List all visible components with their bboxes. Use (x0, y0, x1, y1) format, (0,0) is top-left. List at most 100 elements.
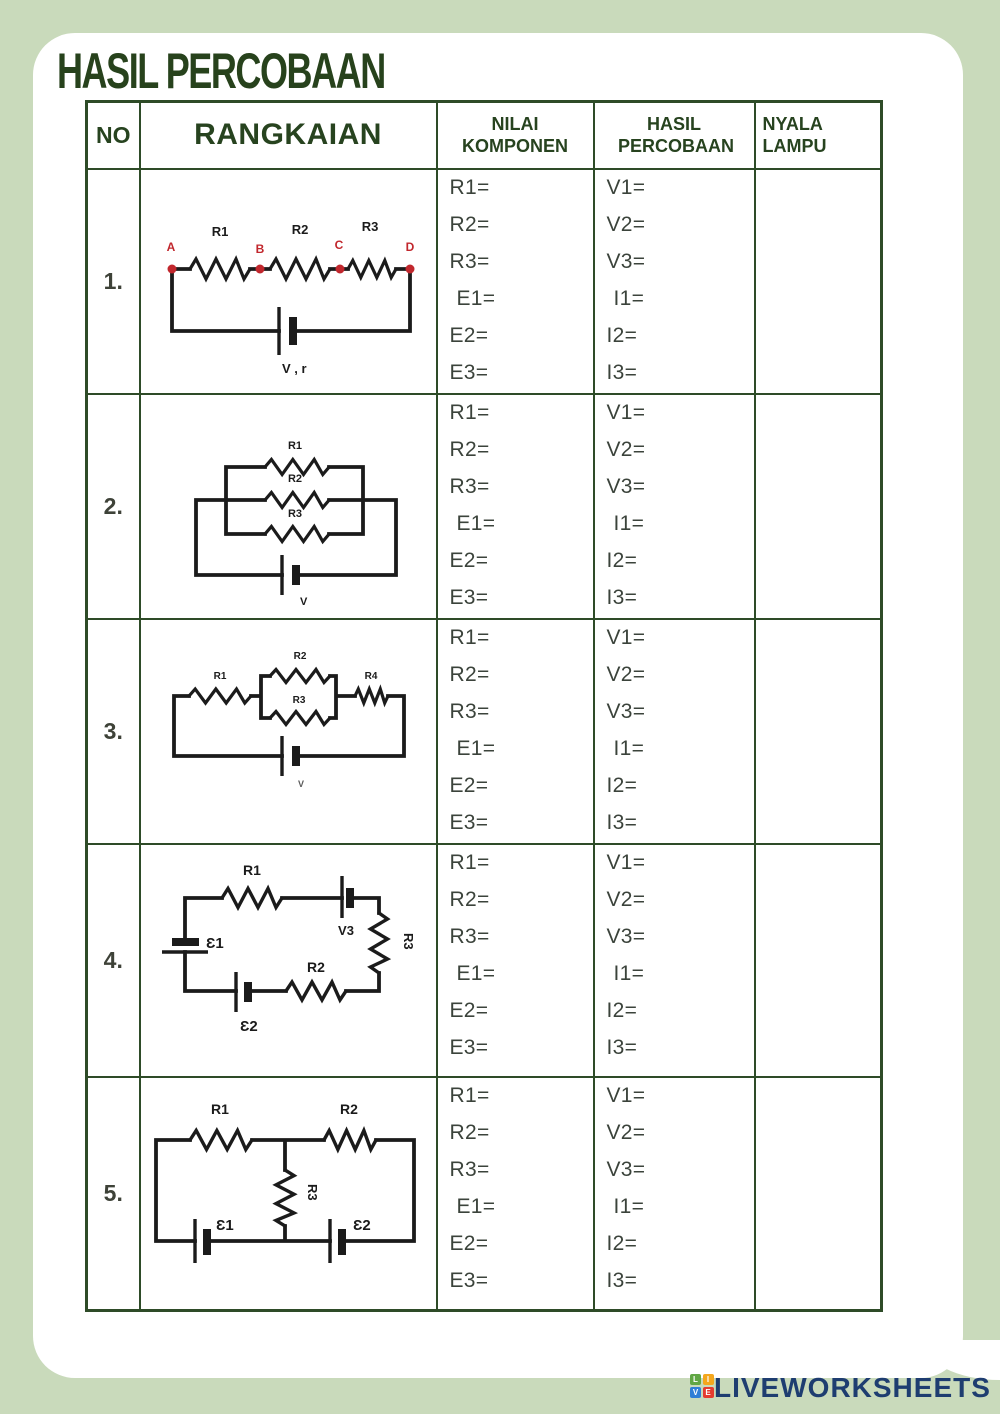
circuit-cell: R1 R2 R3 R4 V (138, 617, 438, 845)
hasil-percobaan-line[interactable]: V3= (606, 1158, 646, 1181)
nilai-komponen-line[interactable]: E3= (449, 1036, 489, 1059)
nyala-lampu-answer-cell[interactable] (753, 842, 883, 1078)
parallel-circuit-diagram: R1 R2 R3 V (193, 440, 398, 608)
table-row: 1. R1 R2 R3 A B C D V , r (85, 167, 883, 395)
hasil-percobaan-line[interactable]: I3= (606, 361, 638, 384)
nilai-komponen-cell: R1= R2= R3= E1= E2= E3= (435, 842, 595, 1078)
hasil-percobaan-line[interactable]: V1= (606, 1084, 646, 1107)
battery-label-v3: V3 (338, 923, 354, 938)
hasil-percobaan-line[interactable]: I1= (613, 962, 645, 985)
hasil-percobaan-line[interactable]: V3= (606, 700, 646, 723)
nilai-komponen-line[interactable]: E2= (449, 774, 489, 797)
results-table: NO RANGKAIAN NILAI KOMPONEN HASIL PERCOB… (85, 100, 883, 1312)
nilai-komponen-line[interactable]: R3= (449, 1158, 490, 1181)
hasil-percobaan-line[interactable]: I1= (613, 287, 645, 310)
hasil-percobaan-line[interactable]: V2= (606, 663, 646, 686)
nilai-komponen-cell: R1= R2= R3= E1= E2= E3= (435, 167, 595, 395)
nilai-komponen-line[interactable]: R1= (449, 401, 490, 424)
node-dot-b (255, 264, 264, 273)
header-nyala-lampu-label: NYALA LAMPU (762, 113, 827, 157)
circuit-cell: R1 R2 R3 Ɛ1 Ɛ2 (138, 1075, 438, 1311)
hasil-percobaan-line[interactable]: I1= (613, 512, 645, 535)
table-row: 5. R1 R2 R3 Ɛ1 Ɛ2 R1= R2= R3= E1= (85, 1075, 883, 1311)
nilai-komponen-cell: R1= R2= R3= E1= E2= E3= (435, 617, 595, 845)
nilai-komponen-line[interactable]: E2= (449, 549, 489, 572)
hasil-percobaan-line[interactable]: V2= (606, 888, 646, 911)
hasil-percobaan-line[interactable]: V1= (606, 176, 646, 199)
hasil-percobaan-line[interactable]: V2= (606, 438, 646, 461)
hasil-percobaan-line[interactable]: I1= (613, 1195, 645, 1218)
hasil-percobaan-line[interactable]: I2= (606, 324, 638, 347)
hasil-percobaan-line[interactable]: I1= (613, 737, 645, 760)
hasil-percobaan-line[interactable]: V2= (606, 213, 646, 236)
hasil-percobaan-line[interactable]: I2= (606, 1232, 638, 1255)
resistor-label-r2: R2 (340, 1101, 358, 1117)
nilai-komponen-line[interactable]: R3= (449, 925, 490, 948)
nilai-komponen-line[interactable]: R3= (449, 700, 490, 723)
resistor-label-r1: R1 (243, 862, 261, 878)
nilai-komponen-line[interactable]: R2= (449, 213, 490, 236)
hasil-percobaan-line[interactable]: I2= (606, 999, 638, 1022)
nilai-komponen-line[interactable]: E3= (449, 1269, 489, 1292)
node-dot-d (405, 264, 414, 273)
hasil-percobaan-line[interactable]: I2= (606, 774, 638, 797)
nilai-komponen-line[interactable]: E3= (449, 586, 489, 609)
hasil-percobaan-line[interactable]: I3= (606, 586, 638, 609)
nilai-komponen-line[interactable]: R3= (449, 250, 490, 273)
nyala-lampu-answer-cell[interactable] (753, 167, 883, 395)
header-nilai-komponen: NILAI KOMPONEN (435, 100, 595, 170)
nilai-komponen-line[interactable]: E2= (449, 324, 489, 347)
hasil-percobaan-cell: V1= V2= V3= I1= I2= I3= (592, 1075, 756, 1311)
nilai-komponen-line[interactable]: E1= (456, 512, 496, 535)
table-row: 3. R1 R2 R3 R4 V R1= R2= R3= E1= E2= (85, 617, 883, 845)
nilai-komponen-line[interactable]: E3= (449, 361, 489, 384)
nilai-komponen-line[interactable]: R2= (449, 1121, 490, 1144)
nyala-lampu-answer-cell[interactable] (753, 392, 883, 620)
nilai-komponen-line[interactable]: R1= (449, 626, 490, 649)
header-nyala-lampu: NYALA LAMPU (753, 100, 883, 170)
header-no: NO (85, 100, 141, 170)
nyala-lampu-answer-cell[interactable] (753, 617, 883, 845)
emf-label-e1: Ɛ1 (206, 935, 224, 952)
emf-label-e2: Ɛ2 (240, 1018, 258, 1035)
nilai-komponen-line[interactable]: R2= (449, 663, 490, 686)
nyala-lampu-answer-cell[interactable] (753, 1075, 883, 1311)
nilai-komponen-line[interactable]: R1= (449, 176, 490, 199)
nilai-komponen-line[interactable]: E3= (449, 811, 489, 834)
hasil-percobaan-line[interactable]: V2= (606, 1121, 646, 1144)
hasil-percobaan-line[interactable]: V3= (606, 925, 646, 948)
liveworksheets-brand-link[interactable]: LIVEWORKSHEETS (714, 1372, 991, 1403)
nilai-komponen-line[interactable]: R1= (449, 1084, 490, 1107)
nilai-komponen-line[interactable]: R2= (449, 438, 490, 461)
nilai-komponen-line[interactable]: E1= (456, 1195, 496, 1218)
hasil-percobaan-line[interactable]: V1= (606, 626, 646, 649)
node-label-d: D (405, 240, 414, 254)
nilai-komponen-line[interactable]: R2= (449, 888, 490, 911)
hasil-percobaan-line[interactable]: I2= (606, 549, 638, 572)
hasil-percobaan-line[interactable]: I3= (606, 1036, 638, 1059)
emf-label-e1: Ɛ1 (216, 1217, 234, 1234)
hasil-percobaan-line[interactable]: V3= (606, 250, 646, 273)
nilai-komponen-line[interactable]: E1= (456, 287, 496, 310)
resistor-label-r2: R2 (307, 959, 325, 975)
row-number: 5. (85, 1075, 141, 1311)
nilai-komponen-line[interactable]: E1= (456, 737, 496, 760)
battery-label: V , r (282, 361, 307, 376)
two-loop-two-emf-diagram: R1 R2 R3 Ɛ1 Ɛ2 (153, 1101, 416, 1263)
hasil-percobaan-line[interactable]: V3= (606, 475, 646, 498)
hasil-percobaan-line[interactable]: I3= (606, 811, 638, 834)
header-rangkaian: RANGKAIAN (138, 100, 438, 170)
resistor-label-r3: R3 (361, 219, 378, 234)
hasil-percobaan-line[interactable]: I3= (606, 1269, 638, 1292)
logo-letter-l: L (690, 1374, 701, 1385)
resistor-label-r3: R3 (305, 1184, 320, 1201)
nilai-komponen-line[interactable]: E1= (456, 962, 496, 985)
nilai-komponen-line[interactable]: R3= (449, 475, 490, 498)
nilai-komponen-line[interactable]: R1= (449, 851, 490, 874)
hasil-percobaan-cell: V1= V2= V3= I1= I2= I3= (592, 617, 756, 845)
header-nilai-komponen-label: NILAI KOMPONEN (461, 113, 568, 157)
hasil-percobaan-line[interactable]: V1= (606, 851, 646, 874)
nilai-komponen-line[interactable]: E2= (449, 1232, 489, 1255)
hasil-percobaan-line[interactable]: V1= (606, 401, 646, 424)
nilai-komponen-line[interactable]: E2= (449, 999, 489, 1022)
